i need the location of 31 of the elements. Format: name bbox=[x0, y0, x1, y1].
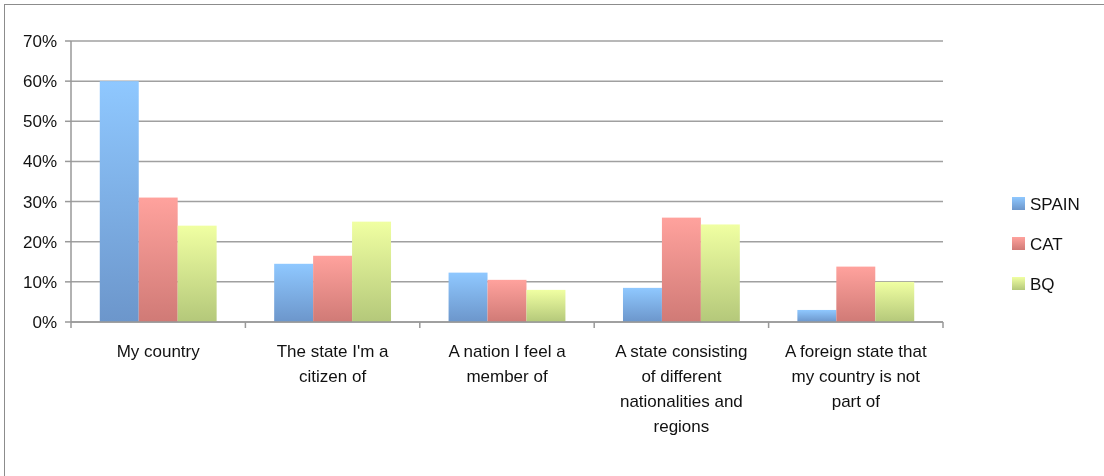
bar bbox=[526, 289, 566, 322]
y-tick-label: 30% bbox=[22, 192, 57, 212]
bar bbox=[313, 255, 353, 322]
bar bbox=[177, 225, 217, 322]
legend-label: SPAIN bbox=[1030, 194, 1080, 214]
y-tick-label: 10% bbox=[22, 272, 57, 292]
bar bbox=[138, 197, 178, 322]
x-tick-label: The state I'm a citizen of bbox=[276, 342, 390, 386]
bar bbox=[274, 263, 314, 322]
y-tick-label: 60% bbox=[22, 72, 57, 92]
y-tick-label: 50% bbox=[22, 112, 57, 132]
bar bbox=[836, 266, 876, 322]
y-tick-label: 0% bbox=[32, 312, 57, 332]
bar bbox=[487, 279, 527, 322]
x-tick-label: A foreign state that my country is not part of bbox=[784, 342, 927, 411]
y-tick-label: 20% bbox=[22, 232, 57, 252]
legend-label: CAT bbox=[1030, 234, 1063, 254]
bar bbox=[352, 221, 392, 322]
y-tick-label: 40% bbox=[22, 152, 57, 172]
bar bbox=[99, 81, 139, 322]
legend-label: BQ bbox=[1030, 274, 1055, 294]
x-tick-label: A nation I feel a member of bbox=[448, 342, 567, 386]
x-tick-label: My country bbox=[116, 342, 201, 361]
bar bbox=[875, 281, 915, 322]
bar bbox=[661, 217, 701, 322]
bar bbox=[700, 224, 740, 322]
bar bbox=[622, 287, 662, 322]
y-tick-label: 70% bbox=[22, 31, 57, 51]
x-tick-label: A state consisting of different nationalities and regions bbox=[615, 342, 748, 436]
bar bbox=[448, 272, 488, 322]
bar bbox=[797, 309, 837, 322]
